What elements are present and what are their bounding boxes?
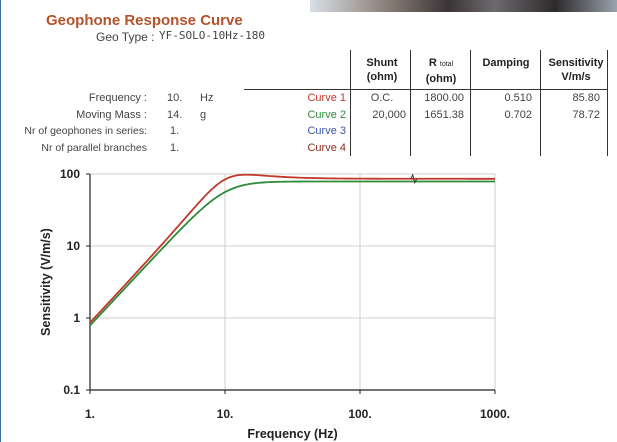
curve-1-sensitivity: 85.80 [572,92,600,104]
moving-mass-unit: g [200,109,207,121]
curve-2-label: Curve 2 [307,109,346,121]
table-divider [470,50,471,156]
frequency-value: 10. [167,92,183,104]
table-divider [607,50,608,156]
y-tick-label: 100 [60,167,80,181]
geophones-series-value: 1. [170,125,180,137]
curve-1-label: Curve 1 [307,92,346,104]
x-tick-label: 1000. [480,407,510,421]
y-tick-label: 10 [67,239,81,253]
table-divider [410,50,411,156]
moving-mass-label: Moving Mass : [76,109,147,121]
curve-4-label: Curve 4 [307,142,346,154]
y-axis-label: Sensitivity (V/m/s) [39,228,53,336]
header-sensitivity: Sensitivity V/m/s [548,57,604,83]
geophones-series-label: Nr of geophones in series: [24,125,147,137]
parallel-branches-label: Nr of parallel branches [41,142,147,154]
x-tick-label: 10. [217,407,234,421]
curve-2-damping: 0.702 [504,109,532,121]
geo-type-value: YF-SOLO-10Hz-180 [159,29,265,42]
y-tick-label: 0.1 [63,383,80,397]
table-divider [350,50,351,156]
header-damping: Damping [482,57,530,69]
header-r-total: R total (ohm) [425,57,457,85]
curve-2-shunt: 20,000 [372,109,406,121]
y-tick-label: 1 [73,311,80,325]
spurious-resonance-mark [410,173,418,185]
x-tick-label: 100. [348,407,371,421]
series-line-curve-2 [89,180,495,327]
header-banner-image [310,0,617,12]
series-line-curve-1 [89,173,495,324]
page-title: Geophone Response Curve [46,12,243,29]
table-header-rule [244,89,608,90]
x-tick-label: 1. [85,407,95,421]
x-axis-label: Frequency (Hz) [247,427,337,441]
moving-mass-value: 14. [167,109,183,121]
parallel-branches-value: 1. [170,142,180,154]
curve-3-label: Curve 3 [307,125,346,137]
curve-2-sensitivity: 78.72 [572,109,600,121]
curve-2-rtotal: 1651.38 [424,109,464,121]
curve-1-damping: 0.510 [504,92,532,104]
header-shunt: Shunt (ohm) [366,57,398,83]
curve-1-shunt: O.C. [370,92,394,104]
geo-type-label: Geo Type : [96,30,155,44]
table-divider [540,50,541,156]
curve-1-rtotal: 1800.00 [424,92,464,104]
frequency-label: Frequency : [88,92,147,104]
frequency-unit: Hz [200,92,214,104]
